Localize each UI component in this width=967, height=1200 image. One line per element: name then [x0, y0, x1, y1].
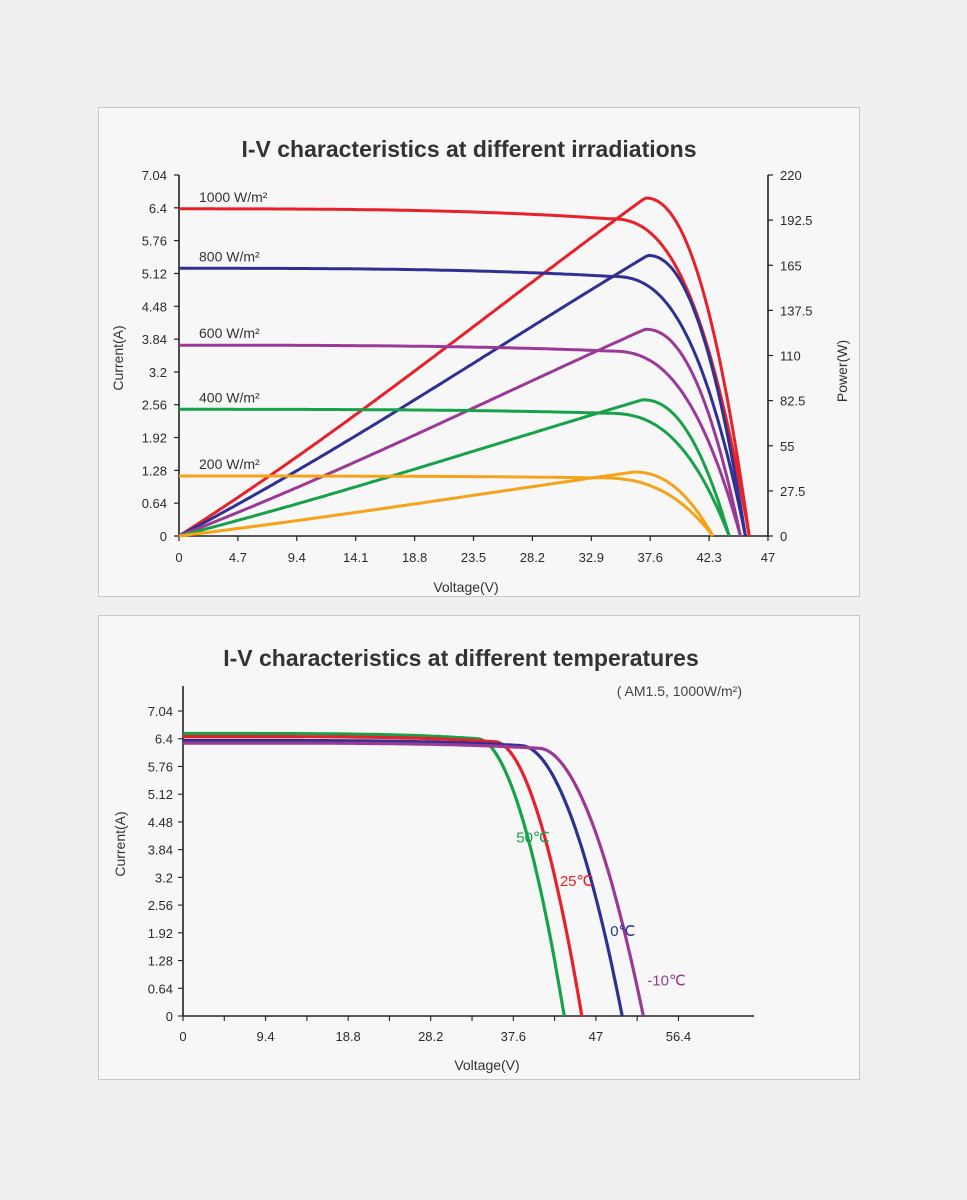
y-tick-label: 3.2 [149, 365, 167, 380]
x-tick-label: 9.4 [288, 550, 306, 565]
chart-subtitle: ( AM1.5, 1000W/m²) [617, 683, 742, 699]
y2-tick-label: 55 [780, 439, 794, 454]
power-curve-line [178, 327, 742, 538]
y-tick-label: 1.28 [148, 954, 173, 969]
y-tick-label: 1.92 [142, 431, 167, 446]
series-label: 25℃ [560, 873, 594, 890]
x-tick-label: 37.6 [638, 550, 663, 565]
x-axis-label: Voltage(V) [433, 579, 498, 595]
iv-curve-line [179, 266, 747, 537]
y-tick-label: 6.4 [155, 732, 173, 747]
y-tick-label: 5.12 [148, 787, 173, 802]
y-axis-label: Current(A) [110, 325, 126, 390]
y-tick-label: 0 [166, 1009, 173, 1024]
y2-tick-label: 27.5 [780, 484, 805, 499]
series-label: 1000 W/m² [199, 189, 268, 205]
temperature-curve-line [183, 738, 624, 1017]
x-tick-label: 47 [589, 1029, 603, 1044]
x-axis-label: Voltage(V) [454, 1057, 519, 1073]
power-curve-line [178, 196, 751, 538]
y2-tick-label: 110 [780, 349, 801, 364]
y-tick-label: 2.56 [148, 898, 173, 913]
temperature-chart-panel: I-V characteristics at different tempera… [98, 615, 860, 1080]
y-tick-label: 4.48 [142, 299, 167, 314]
y2-tick-label: 220 [780, 168, 802, 183]
power-curve-line [178, 470, 715, 538]
y-tick-label: 5.12 [142, 266, 167, 281]
y-tick-label: 0.64 [148, 981, 173, 996]
power-curve-line [178, 253, 747, 538]
y-tick-label: 3.84 [148, 843, 173, 858]
y-tick-label: 6.4 [149, 201, 167, 216]
irradiation-chart: I-V characteristics at different irradia… [110, 136, 850, 595]
y-tick-label: 0 [160, 529, 167, 544]
iv-curve-line [179, 407, 731, 537]
chart-title: I-V characteristics at different tempera… [223, 645, 699, 671]
y-tick-label: 4.48 [148, 815, 173, 830]
x-tick-label: 18.8 [335, 1029, 360, 1044]
y2-tick-label: 165 [780, 258, 802, 273]
y-tick-label: 5.76 [148, 759, 173, 774]
x-tick-label: 23.5 [461, 550, 486, 565]
x-tick-label: 37.6 [501, 1029, 526, 1044]
x-tick-label: 0 [179, 1029, 186, 1044]
series-label: -10℃ [647, 973, 686, 990]
x-tick-label: 4.7 [229, 550, 247, 565]
iv-curve-line [179, 207, 751, 537]
x-tick-label: 56.4 [666, 1029, 691, 1044]
x-tick-label: 28.2 [418, 1029, 443, 1044]
x-tick-label: 14.1 [343, 550, 368, 565]
irradiation-chart-panel: I-V characteristics at different irradia… [98, 107, 860, 597]
x-tick-label: 9.4 [257, 1029, 275, 1044]
y2-tick-label: 137.5 [780, 303, 813, 318]
y2-tick-label: 0 [780, 529, 787, 544]
iv-curve-line [179, 474, 715, 537]
x-tick-label: 18.8 [402, 550, 427, 565]
y-tick-label: 7.04 [142, 168, 167, 183]
x-tick-label: 32.9 [579, 550, 604, 565]
power-curve-line [178, 398, 731, 538]
series-label: 0℃ [610, 923, 635, 940]
y-axis-label: Current(A) [112, 811, 128, 876]
temperature-curve-line [183, 735, 584, 1017]
iv-curve-line [179, 343, 742, 537]
y-tick-label: 0.64 [142, 496, 167, 511]
y-tick-label: 7.04 [148, 704, 173, 719]
temperature-curve-line [183, 731, 566, 1017]
temperature-chart: I-V characteristics at different tempera… [112, 645, 754, 1073]
x-tick-label: 47 [761, 550, 775, 565]
y-tick-label: 2.56 [142, 398, 167, 413]
chart-title: I-V characteristics at different irradia… [241, 136, 696, 162]
y2-axis-label: Power(W) [834, 340, 850, 402]
series-label: 50℃ [516, 830, 550, 847]
y-tick-label: 1.92 [148, 926, 173, 941]
y-tick-label: 3.84 [142, 332, 167, 347]
y-tick-label: 1.28 [142, 463, 167, 478]
series-label: 400 W/m² [199, 389, 260, 405]
y-tick-label: 3.2 [155, 870, 173, 885]
series-label: 200 W/m² [199, 456, 260, 472]
x-tick-label: 0 [175, 550, 182, 565]
y2-tick-label: 82.5 [780, 394, 805, 409]
y-tick-label: 5.76 [142, 234, 167, 249]
x-tick-label: 42.3 [696, 550, 721, 565]
series-label: 600 W/m² [199, 325, 260, 341]
y2-tick-label: 192.5 [780, 213, 813, 228]
series-label: 800 W/m² [199, 248, 260, 264]
x-tick-label: 28.2 [520, 550, 545, 565]
temperature-curve-line [183, 741, 645, 1017]
